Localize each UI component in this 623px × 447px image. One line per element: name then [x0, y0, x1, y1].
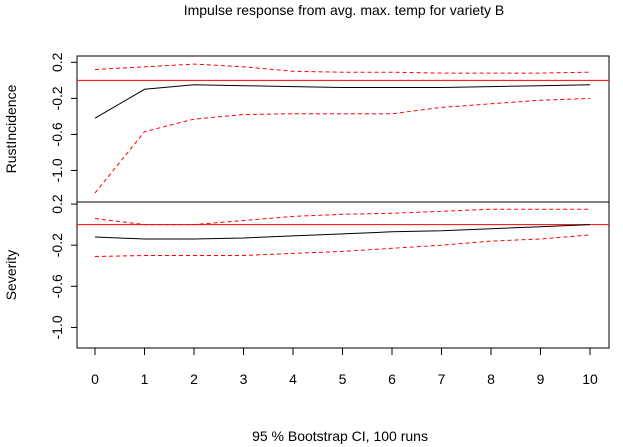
chart-title: Impulse response from avg. max. temp for… — [184, 2, 505, 18]
x-axis: 0 1 2 3 4 5 6 7 8 9 10 — [91, 347, 598, 387]
y-tick-label: -1.0 — [49, 158, 65, 182]
x-tick-label: 0 — [91, 371, 99, 387]
series-ci-lower — [94, 97, 591, 194]
y-axis-1: 0.2 -0.2 -0.6 -1.0 — [49, 52, 77, 183]
y-tick-label: -0.2 — [49, 86, 65, 110]
x-tick-label: 1 — [141, 371, 149, 387]
series-response — [94, 84, 591, 119]
y-axis-2: 0.2 -0.2 -0.6 -1.0 — [49, 194, 77, 339]
x-tick-label: 3 — [240, 371, 248, 387]
y-tick-label: -0.6 — [49, 122, 65, 146]
y-tick-label: -1.0 — [49, 315, 65, 339]
x-tick-label: 6 — [388, 371, 396, 387]
panel-2: 0.2 -0.2 -0.6 -1.0 Severity — [3, 194, 609, 339]
x-tick-label: 8 — [487, 371, 495, 387]
y-tick-label: 0.2 — [49, 52, 65, 72]
series-response — [94, 224, 591, 240]
y-tick-label: 0.2 — [49, 194, 65, 214]
series-ci-upper — [94, 208, 590, 226]
series-ci-upper — [94, 63, 591, 74]
y-tick-label: -0.2 — [49, 233, 65, 257]
x-tick-label: 4 — [289, 371, 297, 387]
x-axis-label: 95 % Bootstrap CI, 100 runs — [252, 428, 428, 444]
x-tick-label: 7 — [438, 371, 446, 387]
y-tick-label: -0.6 — [49, 274, 65, 298]
x-tick-label: 10 — [582, 371, 598, 387]
series-ci-lower — [94, 234, 591, 257]
panel-1: 0.2 -0.2 -0.6 -1.0 RustIncidence — [3, 52, 609, 194]
x-tick-label: 2 — [190, 371, 198, 387]
y-axis-label: Severity — [3, 250, 19, 301]
y-axis-label: RustIncidence — [3, 84, 19, 173]
x-tick-label: 9 — [537, 371, 545, 387]
x-tick-label: 5 — [339, 371, 347, 387]
